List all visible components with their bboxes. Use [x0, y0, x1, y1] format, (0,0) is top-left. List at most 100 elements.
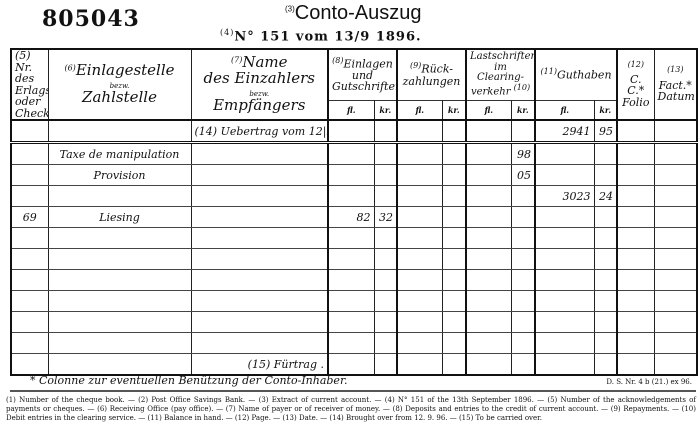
cell-folio [616, 248, 655, 271]
header-guthaben: (11)Guthaben [534, 49, 618, 101]
cell-cl-kr [510, 185, 536, 208]
cell-rz-fl [396, 248, 443, 271]
cell-name [190, 227, 329, 250]
cell-name [190, 311, 329, 334]
cell-gh-kr: 95 [593, 120, 618, 145]
cell-cl-fl [465, 248, 512, 271]
cell-rz-fl [396, 206, 443, 229]
cell-ein-fl [327, 142, 375, 166]
cell-ein-fl [327, 269, 375, 292]
cell-datum [653, 311, 698, 334]
cell-ein-kr [373, 227, 398, 250]
cell-cl-fl [465, 206, 512, 229]
marker: (3) [285, 4, 295, 14]
cell-nr [10, 332, 49, 355]
table-row: 3023 24 [10, 185, 698, 208]
cell-rz-kr [441, 311, 467, 334]
cell-nr [10, 353, 49, 376]
subtitle-text: N° 151 vom 13/9 1896. [234, 29, 422, 45]
cell-name: (15) Fürtrag . [190, 353, 329, 376]
cell-gh-fl [534, 142, 595, 166]
header-clearing: Lastschriften im Clearing-verkehr (10) [465, 49, 536, 101]
table-row [10, 290, 698, 313]
cell-ein-kr: 32 [373, 206, 398, 229]
header-text: Empfängers [213, 96, 306, 115]
marker: (5) [15, 49, 31, 62]
cell-name [190, 206, 329, 229]
cell-rz-kr [441, 164, 467, 187]
table-row: (15) Fürtrag . [10, 353, 698, 376]
cell-cl-kr: 98 [510, 142, 536, 166]
cell-gh-kr [593, 269, 618, 292]
cell-cl-fl [465, 290, 512, 313]
header-nr: (5)Nr. des Erlagscheines oder Checks [10, 49, 49, 122]
cell-gh-fl [534, 269, 595, 292]
cell-rz-kr [441, 332, 467, 355]
cell-nr: 69 [10, 206, 49, 229]
cell-ein-fl [327, 227, 375, 250]
header-zahlstelle: (6)Einlagestelle bezw. Zahlstelle [47, 49, 192, 122]
form-code: D. S. Nr. 4 b (21.) ex 96. [606, 378, 692, 386]
cell-datum [653, 142, 698, 166]
cell-gh-fl [534, 206, 595, 229]
cell-cl-fl [465, 269, 512, 292]
cell-datum [653, 120, 698, 145]
divider [10, 390, 696, 392]
cell-ein-fl [327, 185, 375, 208]
cell-folio [616, 332, 655, 355]
cell-rz-fl [396, 269, 443, 292]
cell-folio [616, 164, 655, 187]
table-row [10, 332, 698, 355]
cell-cl-fl [465, 185, 512, 208]
header-text: Rück-zahlungen [402, 63, 461, 88]
header-text: C. C.* [627, 72, 645, 98]
cell-ein-kr [373, 142, 398, 166]
cell-folio [616, 185, 655, 208]
cell-gh-kr [593, 332, 618, 355]
cell-gh-kr [593, 206, 618, 229]
cell-folio [616, 120, 655, 145]
cell-cl-kr [510, 120, 536, 145]
cell-rz-fl [396, 332, 443, 355]
marker: (12) [627, 59, 644, 69]
cell-folio [616, 142, 655, 166]
cell-ein-kr [373, 269, 398, 292]
translation-legend: (1) Number of the cheque book. — (2) Pos… [6, 396, 696, 422]
cell-gh-fl [534, 290, 595, 313]
table-row: Taxe de manipulation 98 [10, 142, 698, 166]
cell-folio [616, 206, 655, 229]
cell-ein-kr [373, 332, 398, 355]
cell-cl-fl [465, 311, 512, 334]
cell-gh-fl [534, 164, 595, 187]
marker: (13) [667, 65, 684, 75]
cell-rz-fl [396, 185, 443, 208]
account-table: (5)Nr. des Erlagscheines oder Checks (6)… [10, 48, 699, 377]
cell-rz-kr [441, 142, 467, 166]
cell-gh-fl [534, 353, 595, 376]
cell-datum [653, 185, 698, 208]
cell-ein-fl [327, 353, 375, 376]
cell-name [190, 269, 329, 292]
cell-rz-fl [396, 142, 443, 166]
cell-name [190, 142, 329, 166]
cell-ein-kr [373, 120, 398, 145]
header-kr: kr. [373, 99, 398, 122]
document-number: 805043 [42, 6, 140, 32]
cell-cl-kr [510, 206, 536, 229]
cell-zahlstelle [47, 269, 192, 292]
cell-zahlstelle [47, 185, 192, 208]
cell-zahlstelle [47, 353, 192, 376]
header-text: Guthaben [556, 68, 612, 82]
cell-rz-fl [396, 120, 443, 145]
cell-zahlstelle [47, 248, 192, 271]
cell-cl-fl [465, 142, 512, 166]
cell-cl-kr [510, 311, 536, 334]
header-fl: fl. [396, 99, 443, 122]
cell-nr [10, 269, 49, 292]
cell-gh-kr [593, 290, 618, 313]
marker: (9) [409, 61, 422, 71]
marker: (8) [332, 55, 344, 65]
header-text: Datum [657, 90, 695, 104]
cell-cl-kr [510, 248, 536, 271]
cell-cl-kr [510, 227, 536, 250]
